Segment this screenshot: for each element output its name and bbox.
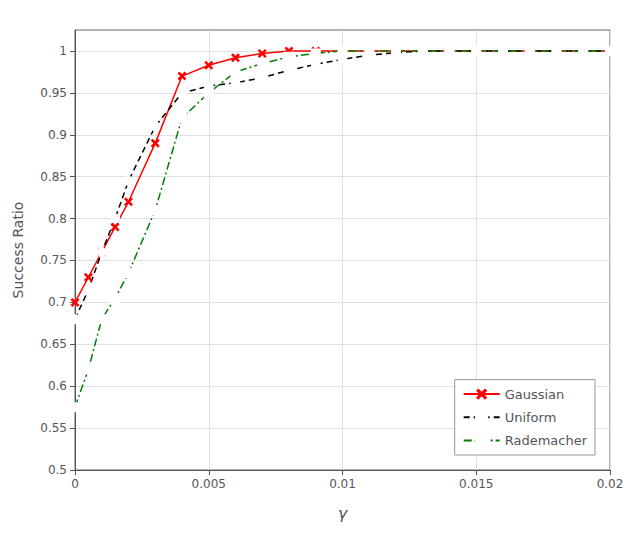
svg-text:0.01: 0.01 (329, 477, 356, 491)
svg-text:γ: γ (338, 504, 349, 523)
svg-text:0.65: 0.65 (40, 337, 67, 351)
svg-text:0.005: 0.005 (192, 477, 226, 491)
svg-text:0.5: 0.5 (48, 463, 67, 477)
svg-text:0.55: 0.55 (40, 421, 67, 435)
svg-text:0.85: 0.85 (40, 170, 67, 184)
svg-text:0.015: 0.015 (459, 477, 493, 491)
svg-text:0.95: 0.95 (40, 86, 67, 100)
svg-text:0.9: 0.9 (48, 128, 67, 142)
svg-text:1: 1 (59, 44, 67, 58)
svg-text:Success Ratio: Success Ratio (10, 202, 26, 299)
svg-text:0.75: 0.75 (40, 253, 67, 267)
svg-text:Gaussian: Gaussian (505, 387, 565, 402)
svg-text:0.6: 0.6 (48, 379, 67, 393)
svg-text:0.8: 0.8 (48, 212, 67, 226)
svg-text:Uniform: Uniform (505, 410, 557, 425)
svg-text:0: 0 (71, 477, 79, 491)
svg-text:0.02: 0.02 (597, 477, 624, 491)
svg-text:0.7: 0.7 (48, 295, 67, 309)
svg-text:Rademacher: Rademacher (505, 433, 588, 448)
